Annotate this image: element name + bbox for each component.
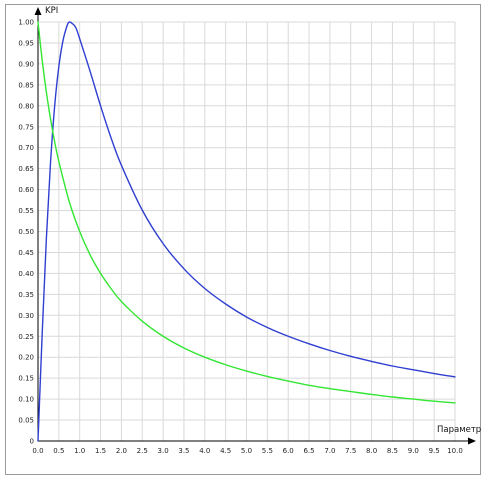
x-tick-label: 2.0 <box>116 447 127 455</box>
y-tick-label: 0.70 <box>18 144 34 152</box>
y-tick-label: 0.45 <box>18 249 34 257</box>
x-tick-label: 9.5 <box>429 447 440 455</box>
y-tick-label: 0.30 <box>18 312 34 320</box>
x-tick-label: 4.0 <box>199 447 210 455</box>
y-tick-label: 0.35 <box>18 291 34 299</box>
y-tick-label: 0.50 <box>18 228 34 236</box>
x-tick-labels: 0.0 0.5 1.0 1.5 2.0 2.5 3.0 3.5 4.0 4.5 5.0 5.5 6.0 6… <box>32 447 462 455</box>
x-tick-label: 2.5 <box>137 447 148 455</box>
y-axis-arrow-icon <box>34 7 42 15</box>
x-tick-label: 7.5 <box>345 447 356 455</box>
x-tick-label: 6.0 <box>283 447 294 455</box>
x-tick-label: 5.5 <box>262 447 273 455</box>
x-tick-label: 5.0 <box>241 447 252 455</box>
chart-frame <box>5 4 481 475</box>
y-tick-label: 0.75 <box>18 123 34 131</box>
x-tick-label: 4.5 <box>220 447 231 455</box>
x-axis-arrow-icon <box>468 437 476 445</box>
x-tick-label: 3.5 <box>178 447 189 455</box>
y-tick-labels: 0 0.05 0.10 0.15 0.20 0.25 0.30 0.35 0.40 0.45 0.5… <box>18 19 34 446</box>
y-tick-label: 0.25 <box>18 333 34 341</box>
x-tick-label: 9.0 <box>408 447 419 455</box>
y-tick-label: 1.00 <box>18 19 34 27</box>
x-tick-label: 0.5 <box>53 447 64 455</box>
x-tick-label: 3.0 <box>158 447 169 455</box>
axes <box>34 7 476 445</box>
y-tick-label: 0.95 <box>18 39 34 47</box>
x-tick-label: 8.0 <box>366 447 377 455</box>
series-line-2 <box>37 21 456 404</box>
series-line-1 <box>37 21 456 442</box>
y-tick-label: 0.40 <box>18 270 34 278</box>
y-tick-label: 0.90 <box>18 60 34 68</box>
y-axis-title: KPI <box>45 6 58 16</box>
y-tick-label: 0.15 <box>18 375 34 383</box>
grid <box>38 21 456 441</box>
x-tick-label: 0.0 <box>32 447 43 455</box>
series-lines <box>37 21 456 442</box>
y-tick-label: 0.05 <box>18 417 34 425</box>
x-tick-label: 6.5 <box>303 447 314 455</box>
y-tick-label: 0.65 <box>18 165 34 173</box>
y-tick-label: 0.10 <box>18 396 34 404</box>
x-tick-label: 1.0 <box>74 447 85 455</box>
x-tick-label: 8.5 <box>387 447 398 455</box>
y-tick-label: 0.20 <box>18 354 34 362</box>
x-tick-label: 1.5 <box>95 447 106 455</box>
x-tick-label: 7.0 <box>324 447 335 455</box>
x-axis-title: Параметр <box>437 425 481 435</box>
x-tick-label: 10.0 <box>447 447 463 455</box>
y-tick-label: 0.55 <box>18 207 34 215</box>
y-tick-label: 0.60 <box>18 186 34 194</box>
y-tick-label: 0.85 <box>18 81 34 89</box>
y-tick-label: 0.80 <box>18 102 34 110</box>
y-tick-label: 0 <box>30 438 34 446</box>
